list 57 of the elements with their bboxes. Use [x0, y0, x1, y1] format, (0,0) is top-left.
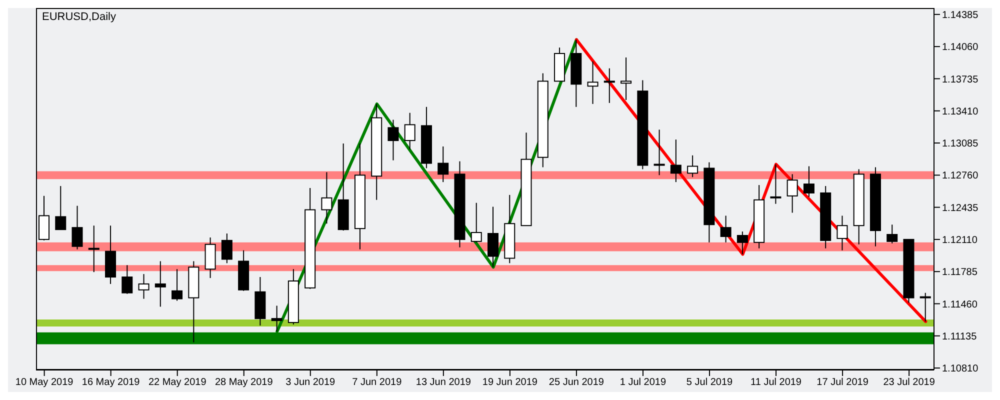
y-tick-label: 1.12435 [942, 202, 979, 214]
x-tick-label: 13 Jun 2019 [416, 377, 472, 388]
candlestick [271, 305, 282, 332]
x-tick-label: 3 Jun 2019 [286, 377, 336, 388]
candlestick [770, 164, 782, 204]
candlestick [836, 215, 848, 251]
x-tick-label: 11 Jul 2019 [750, 377, 802, 388]
y-tick-label: 1.11135 [942, 331, 978, 342]
y-tick-label: 1.12760 [942, 170, 979, 182]
candlestick [488, 206, 498, 268]
chart-title: EURUSD,Daily [42, 11, 116, 23]
candlestick [720, 215, 732, 243]
candlestick [388, 119, 399, 161]
x-tick-label: 16 May 2019 [82, 377, 140, 388]
x-tick-label: 17 Jul 2019 [816, 377, 869, 388]
x-tick-label: 22 May 2019 [148, 377, 207, 388]
candlestick [620, 56, 632, 100]
candlestick [470, 202, 482, 243]
candlestick [55, 186, 66, 230]
candlestick [670, 139, 682, 183]
x-tick-label: 5 Jul 2019 [686, 377, 734, 388]
candlestick [172, 268, 183, 302]
candlestick [438, 146, 449, 183]
x-tick-label: 19 Jun 2019 [482, 377, 538, 388]
y-tick-label: 1.11785 [942, 267, 978, 278]
y-tick-label: 1.10810 [942, 364, 979, 375]
candlestick [221, 233, 232, 264]
x-tick-label: 28 May 2019 [214, 377, 274, 388]
candlestick [38, 195, 50, 241]
candlestick [72, 205, 83, 250]
y-tick-label: 1.13735 [942, 74, 979, 86]
candlestick [803, 166, 814, 198]
x-tick-label: 10 May 2019 [15, 377, 74, 388]
candlestick [920, 292, 931, 322]
y-tick-label: 1.14060 [942, 42, 979, 54]
y-tick-label: 1.11460 [942, 299, 978, 310]
candlestick [687, 154, 698, 178]
y-tick-label: 1.13085 [942, 138, 979, 150]
candlestick [321, 172, 332, 224]
candlestick [154, 260, 166, 308]
candlestick [587, 60, 598, 104]
candlestick [786, 174, 798, 214]
candlestick [404, 112, 416, 150]
y-tick-label: 1.14385 [942, 10, 979, 21]
y-tick-label: 1.13410 [942, 106, 979, 118]
x-tick-label: 7 Jun 2019 [352, 377, 402, 388]
candlestick [886, 224, 898, 244]
candlestick [604, 68, 615, 104]
candlestick [88, 225, 100, 273]
candlestick [736, 231, 748, 255]
x-tick-label: 25 Jun 2019 [548, 377, 604, 388]
candlestick [138, 274, 150, 300]
x-tick-label: 1 Jul 2019 [620, 377, 666, 388]
candlestick [654, 129, 665, 176]
y-tick-label: 1.12110 [942, 234, 978, 246]
x-tick-label: 23 Jul 2019 [883, 377, 936, 388]
candlestick [122, 264, 133, 294]
